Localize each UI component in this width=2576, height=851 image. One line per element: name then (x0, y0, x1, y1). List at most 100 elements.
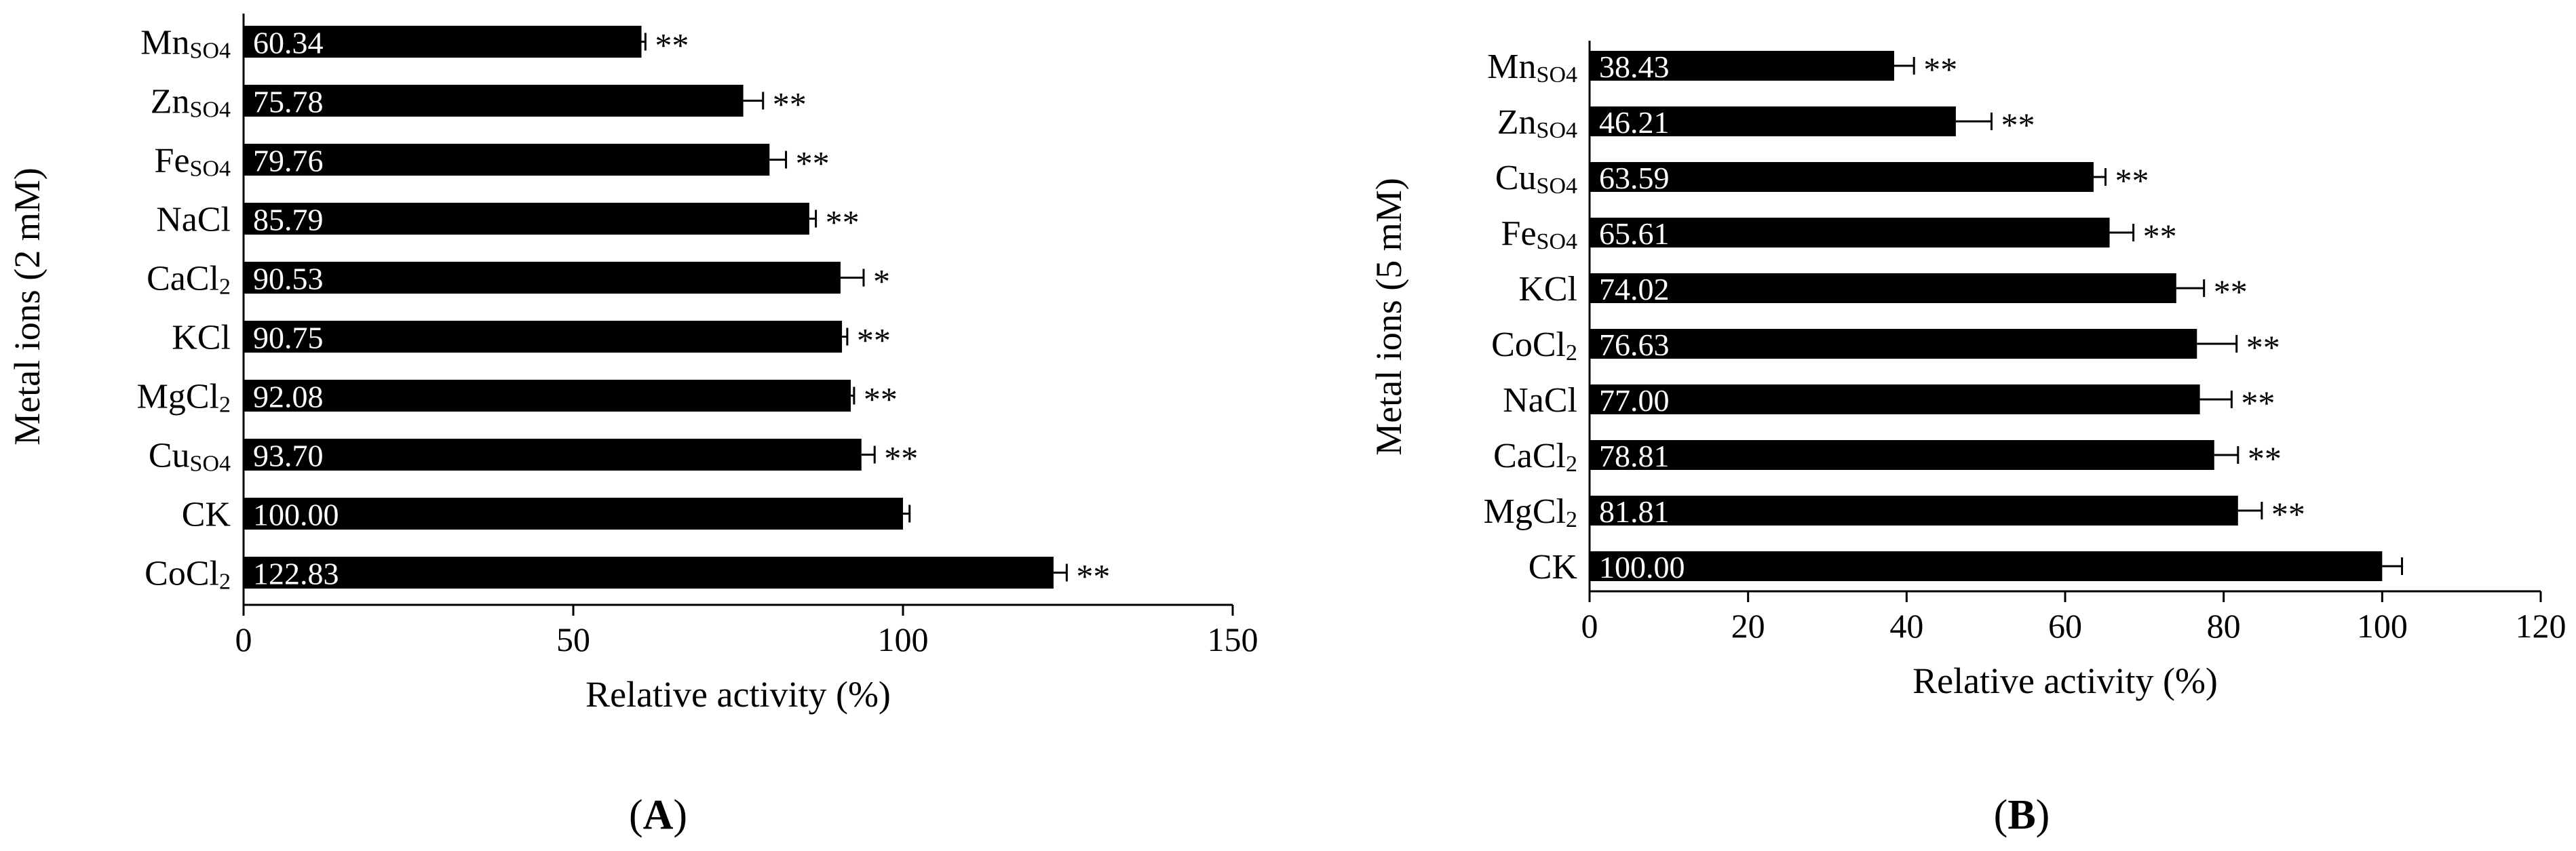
bar (244, 203, 809, 235)
bar-value-label: 90.53 (253, 262, 324, 296)
x-tick-label: 80 (2207, 607, 2241, 645)
panel-label: (B) (1994, 792, 2050, 838)
category-label: MnSO4 (140, 24, 231, 64)
category-label-main: Cu (149, 437, 190, 475)
category-label-subscript: SO4 (1537, 118, 1577, 143)
bar-value-label: 65.61 (1599, 216, 1670, 251)
significance-marker: ** (864, 380, 898, 418)
bar (1590, 218, 2110, 248)
bar (1590, 496, 2238, 526)
bar (1590, 273, 2176, 303)
x-tick-label: 0 (235, 620, 252, 658)
category-label: NaCl (1503, 381, 1577, 420)
category-label-subscript: 2 (1566, 340, 1577, 365)
bar (244, 380, 851, 412)
category-label: MnSO4 (1487, 47, 1577, 87)
bar-value-label: 60.34 (253, 26, 324, 60)
panel-label-letter: B (2007, 792, 2035, 838)
bar (1590, 384, 2200, 414)
bar-value-label: 63.59 (1599, 161, 1670, 195)
significance-marker: ** (1923, 50, 1957, 88)
category-label-main: KCl (172, 319, 231, 357)
x-tick-label: 60 (2048, 607, 2082, 645)
category-label-main: MgCl (137, 378, 219, 416)
significance-marker: ** (826, 203, 860, 241)
x-tick-label: 100 (878, 620, 929, 658)
x-tick-label: 120 (2516, 607, 2567, 645)
x-tick-label: 20 (1731, 607, 1765, 645)
category-label: CuSO4 (149, 437, 231, 477)
category-label-subscript: 2 (219, 393, 231, 418)
bar (1590, 440, 2214, 470)
bar (1590, 551, 2383, 581)
bar-value-label: 90.75 (253, 321, 324, 355)
category-label: CoCl2 (145, 555, 231, 595)
category-label: ZnSO4 (1497, 103, 1577, 143)
category-label-main: CK (182, 496, 231, 534)
category-label-subscript: 2 (219, 275, 231, 300)
category-label: FeSO4 (155, 142, 231, 182)
bar (244, 321, 843, 353)
category-label-subscript: SO4 (1537, 174, 1577, 199)
category-label-main: Fe (1501, 214, 1537, 253)
bar (244, 439, 862, 471)
bar (244, 85, 744, 117)
category-label: ZnSO4 (151, 83, 231, 123)
significance-marker: ** (857, 321, 891, 359)
category-label-subscript: SO4 (1537, 229, 1577, 254)
category-label: MgCl2 (137, 378, 231, 418)
significance-marker: * (873, 262, 890, 300)
bar (244, 144, 770, 176)
category-label-main: NaCl (1503, 381, 1577, 420)
category-label-main: Zn (151, 83, 190, 121)
category-label: NaCl (156, 201, 231, 239)
significance-marker: ** (2246, 328, 2280, 366)
chart-panel-a: 0 50 100 150 Relative activity (%) Metal ions… (7, 14, 1258, 838)
bar-value-label: 77.00 (1599, 383, 1670, 418)
x-axis-label: Relative activity (%) (585, 674, 891, 715)
significance-marker: ** (2143, 217, 2177, 255)
x-tick-label: 100 (2357, 607, 2408, 645)
significance-marker: ** (796, 144, 830, 182)
category-label: KCl (1518, 270, 1577, 309)
bar-value-label: 85.79 (253, 203, 324, 237)
category-label-subscript: 2 (1566, 452, 1577, 477)
category-label: CoCl2 (1491, 325, 1577, 365)
bar-value-label: 74.02 (1599, 272, 1670, 306)
category-label-main: Mn (1487, 47, 1536, 86)
significance-marker: ** (884, 439, 918, 477)
category-label: FeSO4 (1501, 214, 1577, 254)
panel-label-open: ( (629, 792, 643, 838)
significance-marker: ** (2214, 273, 2248, 311)
bar (1590, 329, 2197, 359)
category-label-main: CaCl (1493, 437, 1566, 475)
bar-value-label: 122.83 (253, 557, 339, 591)
bar (1590, 106, 1956, 136)
category-label-main: Cu (1495, 159, 1537, 197)
category-label: KCl (172, 319, 231, 357)
x-tick-label: 50 (556, 620, 590, 658)
x-tick-label: 40 (1889, 607, 1923, 645)
bar-value-label: 81.81 (1599, 494, 1670, 529)
category-label-subscript: 2 (219, 570, 231, 595)
bar (244, 262, 841, 294)
category-label-main: CaCl (147, 260, 219, 298)
bar-value-label: 100.00 (253, 498, 339, 532)
bar (1590, 51, 1894, 81)
significance-marker: ** (2271, 495, 2305, 533)
category-label-main: CK (1529, 548, 1578, 587)
category-label-subscript: 2 (1566, 507, 1577, 532)
chart-panel-b: 0 20 40 60 80 100 120 Relative activity (%) Meta… (1368, 41, 2567, 838)
category-label-subscript: SO4 (190, 39, 231, 64)
category-label: CaCl2 (1493, 437, 1577, 477)
category-label: CK (1529, 548, 1578, 587)
bar (244, 26, 642, 58)
category-label-main: CoCl (1491, 325, 1566, 364)
x-tick-label: 0 (1581, 607, 1598, 645)
panel-label-letter: A (643, 792, 674, 838)
x-tick-label: 150 (1208, 620, 1258, 658)
significance-marker: ** (1076, 557, 1110, 595)
bar (244, 557, 1054, 589)
category-label: CaCl2 (147, 260, 231, 300)
